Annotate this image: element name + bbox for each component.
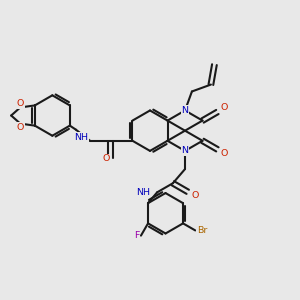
Text: F: F bbox=[134, 231, 139, 240]
Text: NH: NH bbox=[136, 188, 151, 197]
Text: O: O bbox=[221, 149, 228, 158]
Text: N: N bbox=[182, 146, 188, 155]
Text: O: O bbox=[191, 191, 198, 200]
Text: Br: Br bbox=[196, 226, 207, 235]
Text: O: O bbox=[16, 99, 24, 108]
Text: O: O bbox=[221, 103, 228, 112]
Text: O: O bbox=[102, 154, 110, 164]
Text: O: O bbox=[16, 123, 24, 132]
Text: N: N bbox=[182, 106, 188, 115]
Text: NH: NH bbox=[75, 133, 88, 142]
